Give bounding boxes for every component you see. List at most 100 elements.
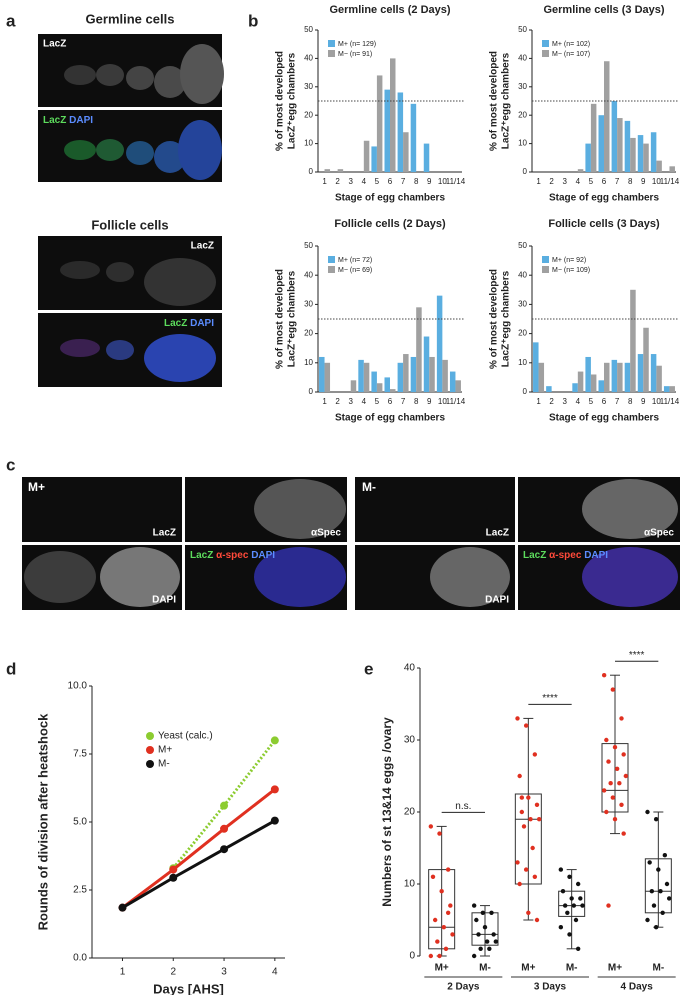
- legend-marker: [146, 732, 154, 740]
- x-tick-label: 9: [427, 397, 432, 406]
- point: [573, 917, 579, 923]
- point: [534, 917, 540, 923]
- bar: [363, 362, 370, 392]
- bar: [423, 336, 430, 392]
- point: [526, 910, 531, 915]
- bar: [643, 143, 649, 172]
- y-tick-label: 20: [404, 807, 416, 818]
- bar: [624, 362, 631, 392]
- point: [169, 865, 178, 874]
- bar: [637, 135, 644, 172]
- point: [606, 903, 611, 908]
- y-axis-label: LacZ⁺egg chambers: [501, 270, 512, 367]
- box: [601, 743, 629, 813]
- x-tick-label: 4: [576, 177, 581, 186]
- point: [532, 874, 538, 879]
- y-tick-label: 2.5: [73, 885, 87, 896]
- point: [534, 802, 540, 807]
- x-tick-label: 3: [221, 967, 227, 978]
- channel-label: LacZ: [190, 550, 213, 561]
- point: [445, 867, 451, 872]
- x-tick-label: 3: [349, 177, 354, 186]
- point: [428, 953, 434, 959]
- y-tick-label: 40: [304, 270, 313, 279]
- y-tick-label: 20: [304, 110, 313, 119]
- bar: [403, 354, 409, 392]
- point: [430, 874, 436, 879]
- point: [558, 925, 564, 930]
- y-axis-label: % of most developed: [275, 51, 286, 151]
- y-tick-label: 40: [404, 663, 416, 674]
- point: [610, 795, 616, 800]
- significance-label: n.s.: [455, 801, 471, 812]
- x-tick-label: 6: [388, 397, 393, 406]
- y-tick-label: 30: [304, 82, 313, 91]
- y-tick-label: 50: [518, 241, 527, 250]
- x-tick-label: 4: [272, 967, 278, 978]
- bar: [604, 61, 610, 172]
- point: [567, 874, 572, 879]
- bar: [397, 92, 404, 172]
- y-axis-label: LacZ⁺egg chambers: [287, 52, 298, 149]
- point: [521, 824, 527, 829]
- legend-swatch: [542, 50, 549, 57]
- point: [519, 809, 525, 815]
- x-tick-label: 5: [589, 397, 594, 406]
- x-tick-label: 11/14: [446, 177, 466, 186]
- bar: [442, 359, 448, 392]
- point: [608, 781, 613, 786]
- point: [482, 925, 488, 930]
- point: [476, 932, 481, 937]
- legend-swatch: [542, 266, 549, 273]
- point: [536, 817, 542, 822]
- significance-label: ****: [542, 693, 558, 704]
- point: [489, 910, 494, 915]
- y-tick-label: 40: [304, 54, 313, 63]
- point: [523, 723, 529, 728]
- legend-swatch: [328, 50, 335, 57]
- y-axis-label: Rounds of division after heatshock: [35, 713, 50, 930]
- y-tick-label: 20: [518, 329, 527, 338]
- y-tick-label: 40: [518, 270, 527, 279]
- point: [270, 816, 279, 825]
- y-tick-label: 10.0: [68, 681, 88, 692]
- y-tick-label: 40: [518, 54, 527, 63]
- bar: [429, 356, 435, 392]
- point: [220, 824, 229, 833]
- legend-marker: [146, 746, 154, 754]
- y-axis-label: % of most developed: [489, 269, 500, 369]
- point: [601, 788, 607, 793]
- image-label: LacZ α-spec DAPI: [523, 550, 608, 561]
- x-tick-label: 9: [427, 177, 432, 186]
- point: [621, 831, 626, 836]
- x-tick-label: 1: [322, 177, 327, 186]
- x-axis-label: Stage of egg chambers: [549, 193, 659, 204]
- box: [428, 869, 456, 950]
- image-label: LacZ DAPI: [164, 318, 214, 329]
- condition-label: M-: [362, 480, 376, 494]
- point: [558, 867, 564, 872]
- y-tick-label: 5.0: [73, 817, 87, 828]
- x-tick-label: 3: [563, 177, 568, 186]
- x-axis-label: Stage of egg chambers: [335, 193, 445, 204]
- image-label: LacZ: [43, 39, 66, 50]
- y-axis-label: Numbers of st 13&14 eggs /ovary: [380, 717, 394, 907]
- legend-label: M+ (n= 72): [338, 257, 372, 264]
- channel-label: LacZ: [164, 318, 187, 329]
- x-tick-label: 5: [375, 397, 380, 406]
- bar: [624, 120, 631, 172]
- point: [532, 752, 538, 757]
- point: [523, 867, 529, 872]
- point: [604, 809, 609, 815]
- bar: [611, 101, 618, 172]
- group-label: 3 Days: [534, 982, 567, 993]
- legend-swatch: [328, 266, 335, 273]
- point: [471, 903, 477, 908]
- point: [530, 845, 535, 851]
- bar: [350, 380, 357, 392]
- x-tick-label: M+: [608, 963, 622, 974]
- x-tick-label: 2: [549, 177, 554, 186]
- x-tick-label: 10: [438, 397, 447, 406]
- y-tick-label: 0: [523, 167, 528, 176]
- y-tick-label: 0.0: [73, 953, 87, 964]
